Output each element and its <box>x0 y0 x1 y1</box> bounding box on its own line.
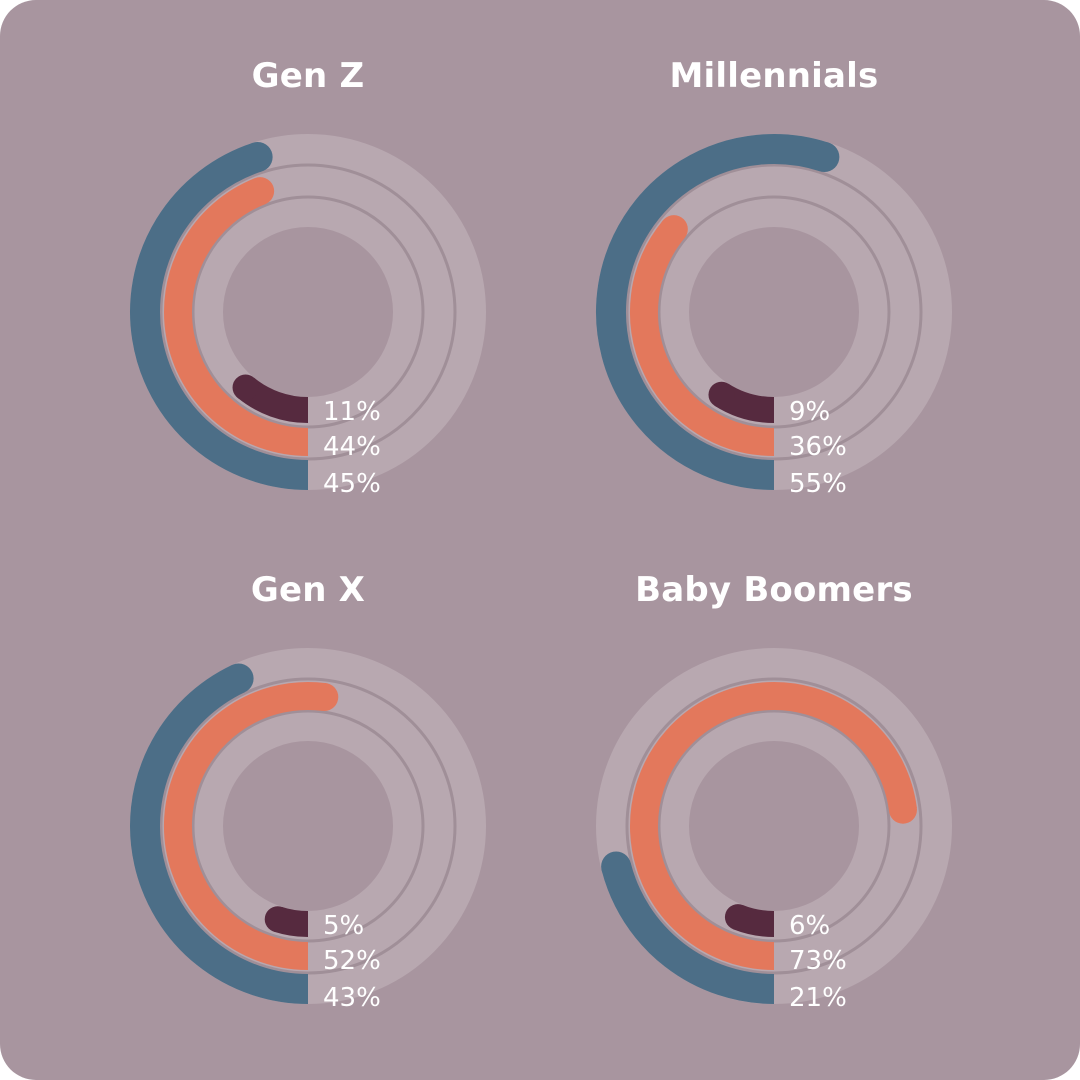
arc-cap-outer-baby-boomers <box>601 851 632 882</box>
arc-cap-outer-gen-z <box>242 141 273 172</box>
value-label-middle-gen-z: 44% <box>323 432 381 462</box>
arc-cap-middle-gen-z <box>246 177 275 206</box>
arc-outer-gen-z <box>130 142 309 490</box>
panel-title-millennials: Millennials <box>669 56 879 96</box>
panel-title-gen-z: Gen Z <box>251 56 365 96</box>
arc-cap-middle-gen-x <box>310 683 339 712</box>
ring-separator <box>625 677 923 975</box>
arc-cap-inner-gen-z <box>232 374 259 401</box>
value-label-inner-gen-x: 5% <box>323 911 364 941</box>
value-label-middle-gen-x: 52% <box>323 946 381 976</box>
arc-cap-outer-gen-x <box>223 663 254 694</box>
radial-chart-baby-boomers: 6% 73% 21% <box>596 648 952 1013</box>
arc-cap-inner-baby-boomers <box>724 904 751 931</box>
panel-title-gen-x: Gen X <box>250 570 366 610</box>
value-label-inner-gen-z: 11% <box>323 397 381 427</box>
value-label-outer-gen-z: 45% <box>323 469 381 499</box>
value-label-inner-millennials: 9% <box>789 397 830 427</box>
arc-middle-baby-boomers <box>630 682 917 970</box>
radial-chart-gen-x: 5% 52% 43% <box>130 648 486 1013</box>
ring-separator <box>159 677 457 975</box>
arc-cap-inner-gen-x <box>264 906 291 933</box>
ring-separator <box>657 195 891 429</box>
radial-chart-gen-z: 11% 44% 45% <box>130 134 486 499</box>
ring-separator <box>191 195 425 429</box>
radial-chart-millennials: 9% 36% 55% <box>596 134 952 499</box>
ring-separator <box>657 709 891 943</box>
arc-cap-inner-millennials <box>708 381 735 408</box>
arc-outer-millennials <box>596 134 829 490</box>
ring-separator <box>159 163 457 461</box>
value-label-inner-baby-boomers: 6% <box>789 911 830 941</box>
panel-title-baby-boomers: Baby Boomers <box>635 570 913 610</box>
arc-cap-outer-millennials <box>809 141 840 172</box>
value-label-middle-baby-boomers: 73% <box>789 946 847 976</box>
value-label-outer-baby-boomers: 21% <box>789 983 847 1013</box>
arc-outer-baby-boomers <box>601 862 775 1004</box>
arc-cap-middle-baby-boomers <box>888 795 917 824</box>
arc-middle-gen-z <box>164 178 309 456</box>
value-label-middle-millennials: 36% <box>789 432 847 462</box>
arc-cap-middle-millennials <box>659 215 688 244</box>
ring-separator <box>191 709 425 943</box>
value-label-outer-millennials: 55% <box>789 469 847 499</box>
ring-separator <box>625 163 923 461</box>
arc-middle-millennials <box>630 220 775 456</box>
arc-outer-gen-x <box>130 664 309 1004</box>
arc-middle-gen-x <box>164 682 327 970</box>
value-label-outer-gen-x: 43% <box>323 983 381 1013</box>
